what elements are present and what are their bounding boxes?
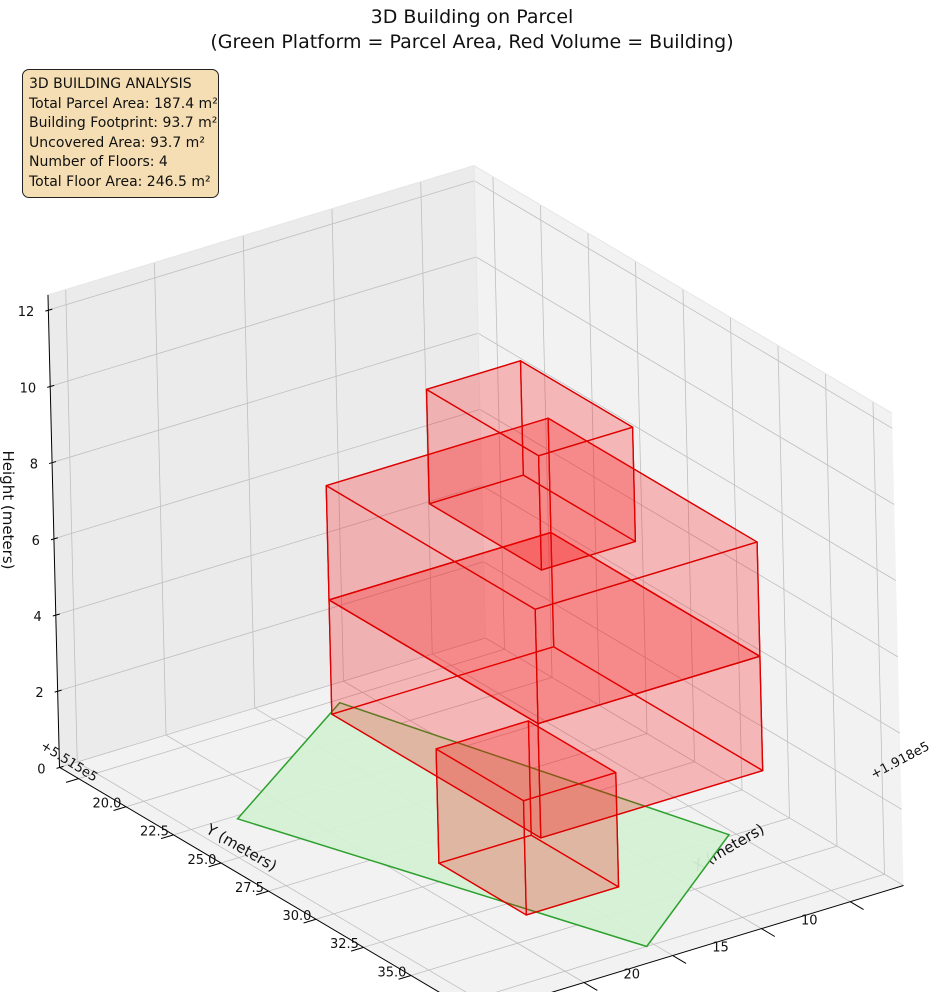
back-grid-x-0 [492, 176, 505, 650]
parcel-platform [236, 701, 731, 948]
z-tick-label-3: 6 [32, 534, 40, 549]
back-grid-z-right-2 [481, 485, 900, 734]
back-grid-y-1 [331, 208, 344, 682]
floor-3-top-face [325, 417, 758, 610]
analysis-info-box: 3D BUILDING ANALYSIS Total Parcel Area: … [22, 69, 219, 198]
y-tick-2 [672, 955, 687, 964]
back-grid-z-left-4 [51, 332, 479, 463]
info-heading: 3D BUILDING ANALYSIS [29, 76, 192, 92]
back-grid-x-5 [730, 317, 743, 790]
back-grid-z-left-1 [57, 561, 484, 692]
back-grid-z-right-1 [483, 561, 902, 810]
back-grid-x-1 [540, 204, 553, 678]
z-tick-label-6: 12 [18, 305, 35, 320]
x-tick-2 [160, 834, 174, 840]
z-axis-label: Height (meters) [0, 451, 17, 570]
x-tick-label-4: 30.0 [283, 909, 312, 924]
x-tick-5 [303, 918, 317, 924]
y-tick-1 [761, 928, 776, 937]
z-tick-4 [48, 461, 57, 465]
info-line-footprint: Building Footprint: 93.7 m² [29, 115, 218, 131]
back-grid-z-right-0 [485, 637, 904, 886]
floor-grid-x-8 [482, 873, 885, 996]
x-tick-label-1: 22.5 [140, 825, 169, 840]
pane-edge-back [473, 165, 486, 639]
back-grid-z-left-6 [48, 180, 475, 311]
back-grid-x-3 [635, 261, 648, 734]
back-grid-z-right-5 [475, 256, 895, 505]
z-tick-6 [45, 308, 53, 312]
x-tick-1 [113, 806, 127, 811]
info-line-uncovered: Uncovered Area: 93.7 m² [29, 134, 205, 151]
floor-grid-y-0 [432, 653, 851, 903]
floor-4-top-face [425, 360, 634, 457]
back-grid-z-left-2 [55, 485, 482, 616]
pane-edge-top-left [47, 165, 475, 296]
chart-title-line2: (Green Platform = Parcel Area, Red Volum… [210, 31, 734, 53]
y-tick-label-1: 15 [712, 941, 729, 956]
back-grid-x-4 [682, 289, 695, 762]
z-axis-line [47, 294, 60, 768]
z-tick-3 [50, 537, 59, 541]
x-tick-6 [350, 946, 364, 952]
floor-grid-x-0 [78, 648, 505, 779]
pane-edge-top-right [473, 165, 893, 414]
pane-back-left [48, 165, 486, 768]
y-tick-0 [849, 901, 864, 910]
y-tick-label-0: 10 [801, 914, 818, 929]
z-tick-label-1: 2 [35, 686, 43, 701]
back-grid-x-8 [872, 401, 885, 875]
z-tick-0 [56, 765, 64, 769]
x-tick-0 [65, 778, 79, 783]
z-tick-label-2: 4 [33, 610, 41, 625]
back-grid-z-left-3 [53, 409, 481, 540]
y-tick-label-2: 20 [623, 968, 640, 983]
x-tick-label-0: 20.0 [93, 797, 122, 812]
x-tick-label-5: 32.5 [330, 937, 359, 952]
y-tick-3 [583, 982, 598, 991]
info-line-parcel-area: Total Parcel Area: 187.4 m² [29, 95, 218, 112]
z-tick-label-0: 0 [37, 762, 45, 777]
x-tick-7 [398, 975, 412, 980]
x-tick-label-2: 25.0 [188, 853, 217, 868]
back-grid-x-6 [777, 345, 790, 819]
floor-grid-y-4 [77, 761, 474, 996]
z-tick-5 [47, 384, 55, 388]
back-grid-z-right-3 [479, 409, 899, 658]
z-tick-2 [52, 613, 60, 617]
info-line-floor-area: Total Floor Area: 246.5 m² [29, 173, 211, 190]
info-line-floors: Number of Floors: 4 [29, 154, 168, 170]
floor-1-top-face [435, 720, 617, 802]
chart-title-line1: 3D Building on Parcel [370, 6, 574, 28]
z-tick-label-4: 8 [30, 458, 38, 473]
back-grid-x-7 [825, 373, 838, 847]
back-grid-y-4 [65, 289, 78, 762]
back-grid-x-2 [587, 233, 600, 706]
back-grid-z-right-6 [474, 180, 893, 429]
z-tick-1 [54, 689, 62, 693]
back-grid-y-2 [242, 235, 256, 709]
back-grid-z-left-5 [50, 256, 477, 387]
x-tick-3 [208, 862, 222, 868]
back-grid-y-0 [420, 181, 433, 655]
back-grid-z-right-4 [477, 332, 897, 582]
x-tick-label-6: 35.0 [378, 965, 407, 980]
back-grid-z-left-0 [59, 637, 486, 768]
z-tick-label-5: 10 [20, 381, 37, 396]
x-tick-4 [255, 890, 269, 896]
back-grid-y-3 [154, 262, 167, 736]
x-tick-label-3: 27.5 [235, 881, 264, 896]
